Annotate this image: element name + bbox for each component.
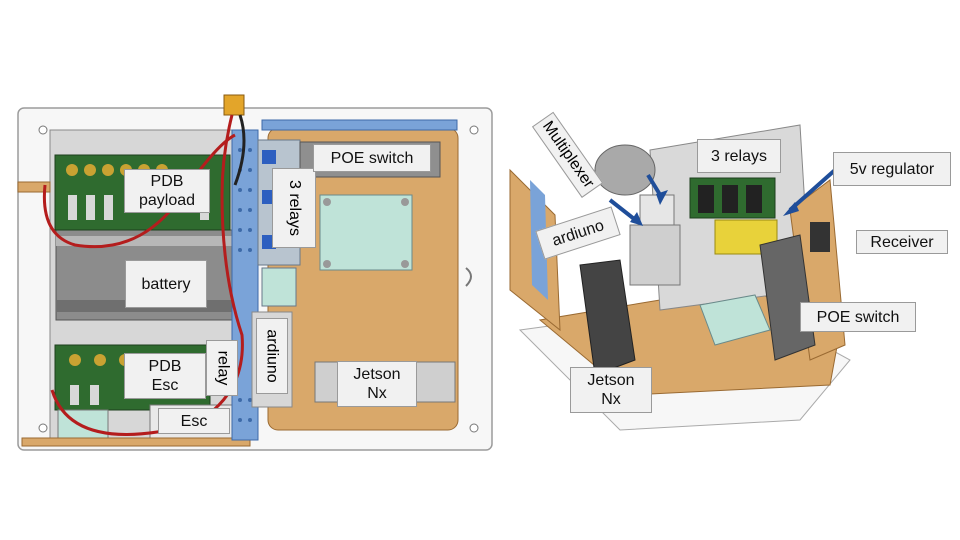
label-pdb-payload-text: PDB payload: [138, 173, 196, 209]
label-jetson-nx-right-text: Jetson Nx: [587, 372, 635, 408]
label-3-relays-right-text: 3 relays: [710, 147, 768, 165]
label-3-relays-left: 3 relays: [272, 168, 316, 248]
label-pdb-esc: PDB Esc: [124, 353, 206, 399]
label-esc-text: Esc: [180, 412, 208, 430]
label-3-relays-right: 3 relays: [697, 139, 781, 173]
label-relay: relay: [206, 340, 238, 396]
label-pdb-payload: PDB payload: [124, 169, 210, 213]
label-3-relays-left-text: 3 relays: [286, 179, 303, 237]
label-5v-regulator-text: 5v regulator: [849, 160, 935, 178]
label-ardiuno-left: ardiuno: [256, 318, 288, 394]
label-relay-text: relay: [214, 350, 231, 386]
label-multiplexer-text: Multiplexer: [532, 111, 604, 199]
label-poe-switch-right-text: POE switch: [816, 308, 900, 326]
left-assembly-view: PDB payload battery PDB Esc Esc relay ar…: [17, 94, 493, 451]
label-5v-regulator: 5v regulator: [833, 152, 951, 186]
label-multiplexer: Multiplexer: [522, 111, 614, 199]
label-battery-text: battery: [141, 275, 191, 293]
right-assembly-view: Multiplexer 3 relays 5v regulator ardiun…: [500, 0, 960, 540]
label-poe-switch-left-text: POE switch: [330, 149, 414, 167]
label-jetson-nx-left-text: Jetson Nx: [353, 366, 401, 402]
label-jetson-nx-left: Jetson Nx: [337, 361, 417, 407]
label-jetson-nx-right: Jetson Nx: [570, 367, 652, 413]
label-ardiuno-left-text: ardiuno: [264, 329, 281, 383]
left-assembly-drawing: [17, 94, 493, 451]
label-pdb-esc-text: PDB Esc: [148, 358, 182, 394]
label-poe-switch-right: POE switch: [800, 302, 916, 332]
right-assembly-drawing: [509, 124, 851, 431]
label-receiver: Receiver: [856, 230, 948, 254]
label-receiver-text: Receiver: [870, 233, 934, 251]
label-esc: Esc: [158, 408, 230, 434]
label-poe-switch-left: POE switch: [313, 144, 431, 172]
label-battery: battery: [125, 260, 207, 308]
